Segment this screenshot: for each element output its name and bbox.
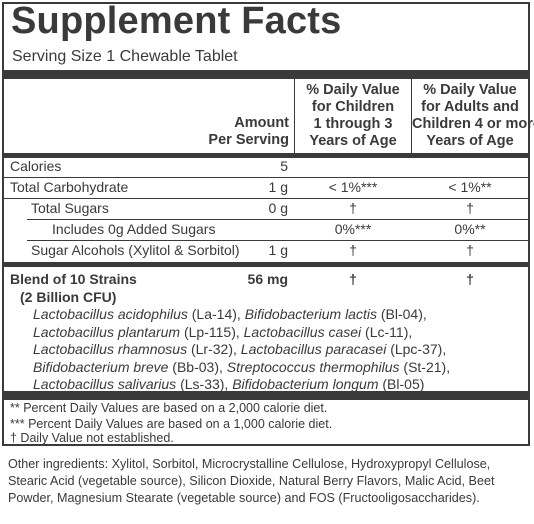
footnote: ** Percent Daily Values are based on a 2… [10, 401, 328, 415]
row-sugars-name: Total Sugars [31, 200, 109, 216]
row-sugar-alcohols-children: † [349, 242, 357, 258]
strain-name: Bifidobacterium lactis [244, 306, 377, 322]
row-carb-children: < 1%*** [328, 179, 378, 195]
divider-footnotes [4, 391, 528, 400]
strain-line: Lactobacillus salivarius (Ls-33), Bifido… [33, 376, 450, 394]
row-divider [27, 240, 528, 241]
strain-name: Streptococcus thermophilus [226, 358, 400, 375]
row-divider [4, 177, 528, 178]
row-calories-amount: 5 [280, 158, 288, 174]
strain-name: Bifidobacterium breve [33, 358, 169, 375]
other-ingredients: Other ingredients: Xylitol, Sorbitol, Mi… [8, 457, 495, 505]
adults-header-line: % Daily Value [423, 82, 517, 98]
strain-code: (Lpc-37), [386, 341, 447, 357]
strain-code: (Lr-32), [187, 341, 241, 357]
adults-header-line: Years of Age [426, 133, 514, 149]
blend-adults: † [466, 271, 474, 287]
amount-header-line: Amount [234, 115, 289, 131]
strain-code: (Bl-05) [378, 376, 425, 392]
children-header-line: for Children [311, 99, 395, 115]
children-dv-header: % Daily Value for Children 1 through 3 Y… [295, 82, 411, 150]
strain-code: (Ls-33), [176, 376, 233, 392]
row-carb-adults: < 1%** [448, 179, 492, 195]
blend-amount: 56 mg [247, 271, 288, 287]
amount-header-line: Per Serving [208, 132, 289, 148]
strain-line: Lactobacillus plantarum (Lp-115), Lactob… [33, 324, 450, 342]
footnote: † Daily Value not established. [10, 431, 174, 445]
row-added-sugars-name: Includes 0g Added Sugars [52, 221, 216, 237]
supplement-facts-panel: Supplement Facts Serving Size 1 Chewable… [2, 0, 534, 446]
divider-header [4, 153, 528, 158]
row-added-sugars-children: 0%*** [334, 221, 372, 237]
children-header-line: 1 through 3 [313, 116, 393, 132]
strain-name: Lactobacillus acidophilus [33, 306, 188, 322]
row-sugars-children: † [349, 200, 357, 216]
strain-code: (Bl-04), [376, 306, 427, 322]
strain-name: Bifidobacterium longum [232, 376, 379, 392]
adults-header-line: for Adults and [421, 99, 519, 115]
children-header-line: % Daily Value [306, 82, 400, 98]
strain-name: Lactobacillus plantarum [33, 323, 181, 340]
strain-code: (Bb-03), [168, 358, 227, 375]
strain-list: Lactobacillus acidophilus (La-14), Bifid… [33, 306, 450, 394]
blend-children: † [349, 271, 357, 287]
serving-size: Serving Size 1 Chewable Tablet [12, 48, 238, 65]
blend-name: Blend of 10 Strains [10, 271, 137, 287]
blend-cfu: (2 Billion CFU) [20, 289, 117, 305]
row-carb-amount: 1 g [268, 179, 288, 195]
panel-title: Supplement Facts [11, 0, 342, 42]
row-sugar-alcohols-adults: † [466, 242, 474, 258]
strain-line: Lactobacillus rhamnosus (Lr-32), Lactoba… [33, 341, 450, 359]
strain-code: (St-21), [399, 358, 451, 375]
strain-code: (La-14), [187, 306, 245, 322]
adults-dv-header: % Daily Value for Adults and Children 4 … [412, 82, 534, 150]
footnote: *** Percent Daily Values are based on a … [10, 417, 333, 431]
row-calories-name: Calories [10, 158, 62, 174]
strain-name: Lactobacillus paracasei [240, 341, 387, 357]
row-divider [27, 219, 528, 220]
strain-line: Lactobacillus acidophilus (La-14), Bifid… [33, 306, 450, 324]
column-divider [294, 79, 295, 157]
row-divider [4, 198, 528, 199]
strain-name: Lactobacillus casei [243, 323, 362, 340]
row-sugar-alcohols-amount: 1 g [268, 242, 288, 258]
row-sugars-amount: 0 g [268, 200, 288, 216]
amount-header: Amount Per Serving [199, 115, 289, 149]
row-sugar-alcohols-name: Sugar Alcohols (Xylitol & Sorbitol) [31, 242, 240, 258]
row-sugars-adults: † [466, 200, 474, 216]
adults-header-line: Children 4 or more [412, 116, 534, 132]
divider-thick [4, 70, 528, 79]
row-added-sugars-adults: 0%** [454, 221, 486, 237]
row-carb-name: Total Carbohydrate [10, 179, 129, 195]
strain-name: Lactobacillus rhamnosus [33, 341, 188, 357]
children-header-line: Years of Age [309, 133, 397, 149]
strain-name: Lactobacillus salivarius [33, 376, 177, 392]
column-divider [411, 79, 412, 157]
strain-code: (Lp-115), [180, 323, 244, 340]
strain-line: Bifidobacterium breve (Bb-03), Streptoco… [33, 359, 450, 377]
divider-blend [4, 262, 528, 267]
strain-code: (Lc-11), [361, 323, 413, 340]
